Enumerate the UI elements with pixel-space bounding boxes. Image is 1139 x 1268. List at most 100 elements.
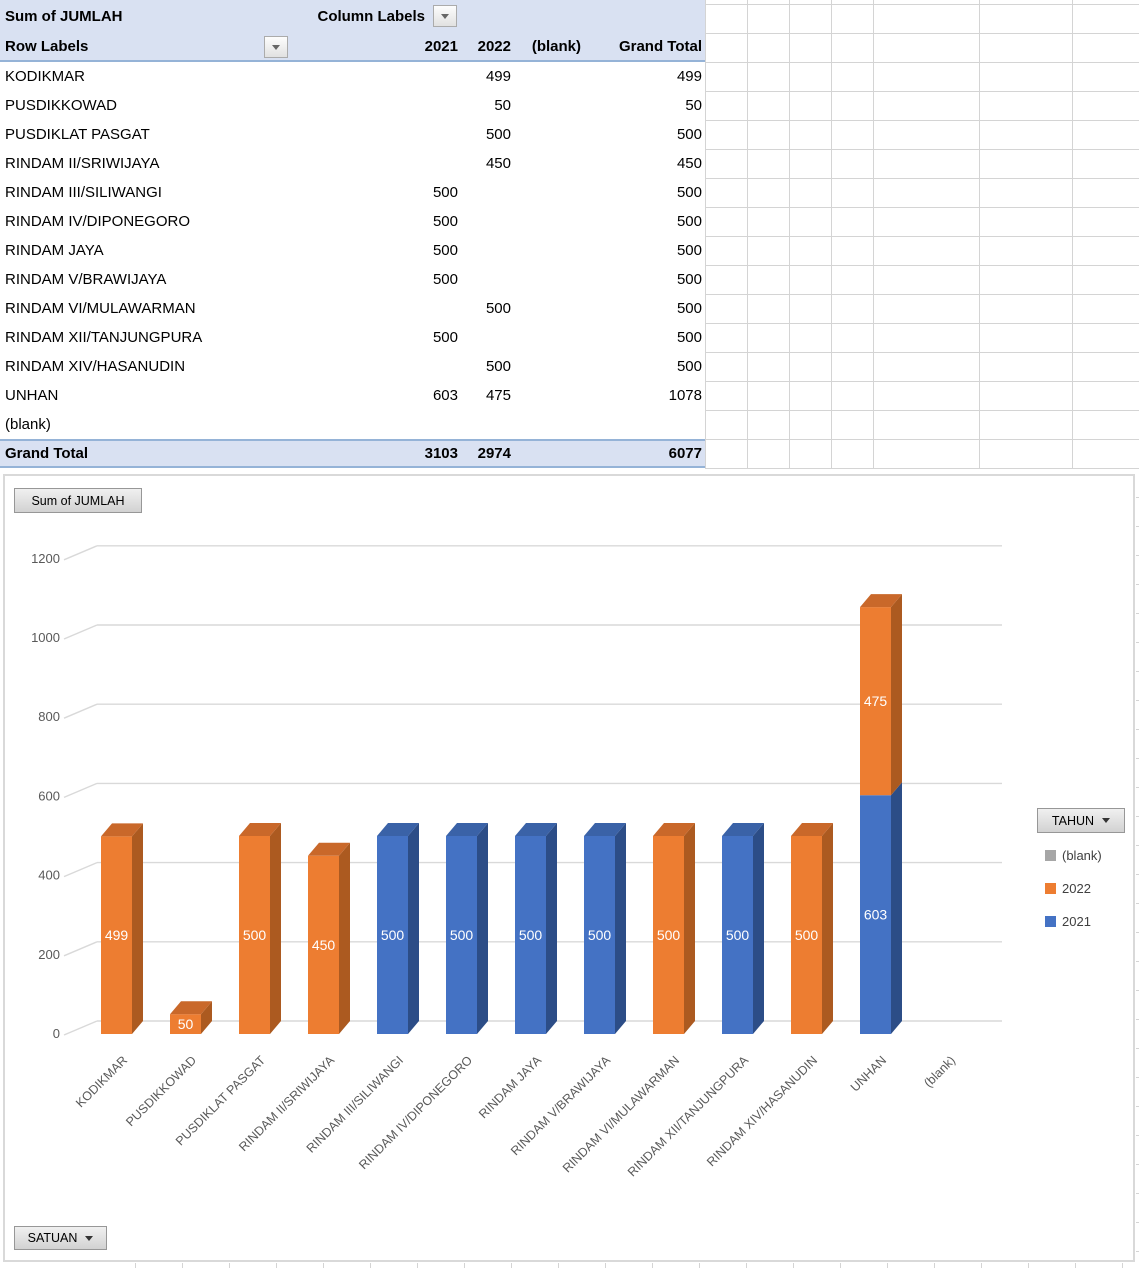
pivot-row[interactable]: KODIKMAR 499 499	[0, 62, 705, 91]
pivot-row[interactable]: RINDAM VI/MULAWARMAN 500 500	[0, 294, 705, 323]
grid-line	[979, 0, 980, 468]
grid-line	[789, 0, 790, 468]
grid-line	[1136, 1222, 1139, 1223]
pivot-row[interactable]: (blank)	[0, 410, 705, 439]
grid-line	[705, 352, 1139, 353]
pivot-title-cell[interactable]: Sum of JUMLAH	[5, 8, 123, 25]
bar-PUSDIKKOWAD[interactable]: 50	[170, 1001, 212, 1034]
pivot-row[interactable]: RINDAM III/SILIWANGI 500 500	[0, 178, 705, 207]
grid-line	[652, 1263, 653, 1268]
svg-text:1200: 1200	[31, 551, 60, 566]
pivot-cell-2022: 50	[494, 97, 511, 114]
pivot-cell-total: 500	[676, 126, 702, 143]
bar-data-label: 500	[588, 927, 612, 943]
pivot-cell-total: 500	[676, 213, 702, 230]
grid-line	[705, 120, 1139, 121]
pivot-row[interactable]: RINDAM XIV/HASANUDIN 500 500	[0, 352, 705, 381]
grid-line	[1136, 758, 1139, 759]
col-header-grand-total[interactable]: Grand Total	[618, 38, 702, 55]
grid-line	[831, 0, 832, 468]
row-labels-filter-button[interactable]	[264, 36, 288, 58]
col-header-2022[interactable]: 2022	[477, 38, 511, 55]
grid-line	[1136, 932, 1139, 933]
bar-RINDAM XII/TANJUNGPURA[interactable]: 500	[722, 823, 764, 1034]
bar-RINDAM II/SRIWIJAYA[interactable]: 450	[308, 842, 350, 1034]
value-field-button[interactable]: Sum of JUMLAH	[14, 488, 142, 513]
pivot-row[interactable]: RINDAM IV/DIPONEGORO 500 500	[0, 207, 705, 236]
bar-PUSDIKLAT PASGAT[interactable]: 500	[239, 823, 281, 1034]
pivot-cell-total: 500	[676, 329, 702, 346]
row-labels-cell[interactable]: Row Labels	[5, 38, 89, 55]
col-header-2021[interactable]: 2021	[424, 38, 458, 55]
pivot-row[interactable]: RINDAM V/BRAWIJAYA 500 500	[0, 265, 705, 294]
x-axis-label: UNHAN	[848, 1053, 889, 1094]
legend-field-button[interactable]: TAHUN	[1037, 808, 1125, 833]
column-labels-cell[interactable]: Column Labels	[317, 8, 425, 25]
grid-line	[1136, 1135, 1139, 1136]
pivot-cell-total: 500	[676, 184, 702, 201]
bar-RINDAM JAYA[interactable]: 500	[515, 823, 557, 1034]
chevron-down-icon	[1102, 818, 1111, 823]
grid-line	[705, 178, 1139, 179]
grid-line	[934, 1263, 935, 1268]
pivot-row[interactable]: UNHAN 603 475 1078	[0, 381, 705, 410]
grid-line	[793, 1263, 794, 1268]
grid-line	[747, 0, 748, 468]
bar-RINDAM VI/MULAWARMAN[interactable]: 500	[653, 823, 695, 1034]
pivot-cell-total: 500	[676, 271, 702, 288]
grand-total-2022: 2974	[477, 445, 511, 462]
grid-line	[705, 265, 1139, 266]
grid-line	[705, 236, 1139, 237]
bar-RINDAM III/SILIWANGI[interactable]: 500	[377, 823, 419, 1034]
grid-line	[705, 207, 1139, 208]
pivot-row-label: RINDAM XII/TANJUNGPURA	[5, 329, 203, 346]
grid-line	[605, 1263, 606, 1268]
col-header-blank[interactable]: (blank)	[531, 38, 581, 55]
bar-UNHAN[interactable]: 603 475	[860, 594, 902, 1034]
bar-data-label: 500	[657, 927, 681, 943]
grid-line	[705, 33, 1139, 34]
pivot-row[interactable]: RINDAM XII/TANJUNGPURA 500 500	[0, 323, 705, 352]
grid-line	[1136, 874, 1139, 875]
pivot-table: Sum of JUMLAH Column Labels Row Labels 2…	[0, 0, 705, 468]
pivot-cell-total: 500	[676, 242, 702, 259]
grid-line	[1136, 613, 1139, 614]
bar-RINDAM V/BRAWIJAYA[interactable]: 500	[584, 823, 626, 1034]
chevron-down-icon	[85, 1235, 94, 1241]
grid-line	[1072, 0, 1073, 468]
legend-item: 2022	[1037, 878, 1139, 899]
axis-field-label: SATUAN	[27, 1231, 78, 1245]
grid-line	[1136, 584, 1139, 585]
grand-total-label: Grand Total	[5, 445, 89, 462]
pivot-row[interactable]: RINDAM JAYA 500 500	[0, 236, 705, 265]
bar-KODIKMAR[interactable]: 499	[101, 823, 143, 1034]
svg-text:400: 400	[38, 868, 60, 883]
pivot-cell-2021: 500	[432, 184, 458, 201]
grid-line	[746, 1263, 747, 1268]
legend-item: 2021	[1037, 911, 1139, 932]
y-axis-labels: 0 200 400 600 800 1000 1200	[31, 551, 60, 1041]
pivot-chart: 0 200 400 600 800 1000 1200 499 KODIKMAR 50 PUSDIK…	[3, 474, 1135, 1262]
pivot-header-row-2: Row Labels 2021 2022 (blank) Grand Total	[0, 33, 705, 62]
grid-line	[1075, 1263, 1076, 1268]
bar-data-label: 500	[726, 927, 750, 943]
bar-RINDAM IV/DIPONEGORO[interactable]: 500	[446, 823, 488, 1034]
pivot-row[interactable]: PUSDIKKOWAD 50 50	[0, 91, 705, 120]
column-labels-filter-button[interactable]	[433, 5, 457, 27]
pivot-row-label: (blank)	[5, 416, 51, 433]
grid-line	[1136, 555, 1139, 556]
bar-data-label: 500	[381, 927, 405, 943]
pivot-cell-2022: 500	[485, 126, 511, 143]
chart-plot-area: 0 200 400 600 800 1000 1200 499 KODIKMAR 50 PUSDIK…	[31, 545, 1002, 1179]
pivot-cell-2022: 450	[485, 155, 511, 172]
grid-line	[1136, 497, 1139, 498]
axis-field-button[interactable]: SATUAN	[14, 1226, 107, 1250]
bar-RINDAM XIV/HASANUDIN[interactable]: 500	[791, 823, 833, 1034]
grid-line	[1136, 787, 1139, 788]
pivot-row[interactable]: RINDAM II/SRIWIJAYA 450 450	[0, 149, 705, 178]
grid-line	[1136, 1048, 1139, 1049]
grid-line	[699, 1263, 700, 1268]
pivot-row[interactable]: PUSDIKLAT PASGAT 500 500	[0, 120, 705, 149]
pivot-grand-total-row[interactable]: Grand Total 3103 2974 6077	[0, 439, 705, 468]
